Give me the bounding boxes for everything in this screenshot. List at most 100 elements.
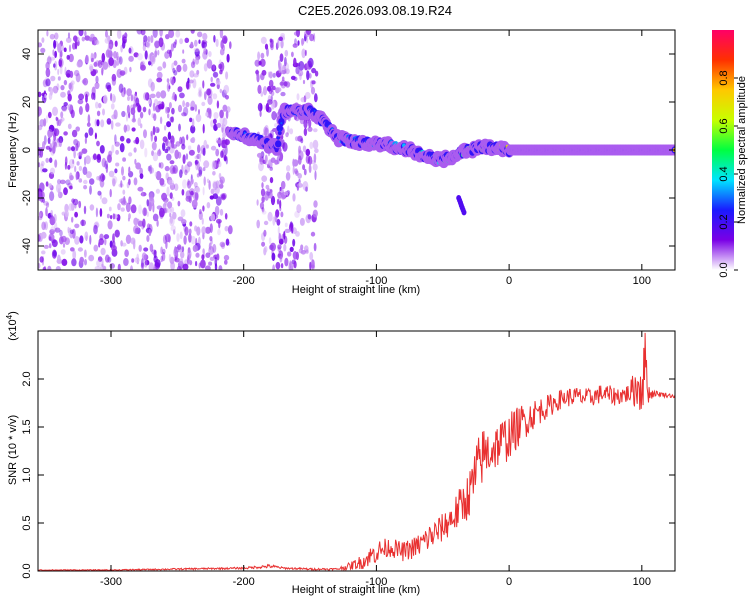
noise-speckle: [180, 250, 185, 259]
noise-speckle: [210, 145, 217, 151]
noise-speckle: [95, 101, 99, 109]
noise-speckle: [89, 65, 94, 72]
noise-speckle: [181, 58, 186, 64]
noise-speckle: [185, 153, 189, 160]
noise-speckle: [58, 59, 63, 65]
noise-speckle: [175, 30, 181, 38]
noise-speckle: [92, 53, 96, 60]
noise-speckle: [187, 161, 193, 167]
noise-speckle: [181, 112, 187, 117]
noise-speckle: [216, 253, 220, 261]
noise-speckle: [81, 148, 88, 154]
noise-speckle: [268, 79, 274, 88]
noise-speckle: [215, 80, 221, 86]
noise-speckle: [93, 224, 98, 235]
noise-speckle: [114, 168, 118, 174]
noise-speckle: [92, 153, 97, 160]
noise-speckle: [100, 263, 105, 270]
noise-speckle: [71, 129, 78, 138]
noise-speckle: [283, 191, 289, 196]
colorbar-tick-label: 0.8: [718, 70, 730, 85]
noise-speckle: [154, 135, 158, 142]
noise-speckle: [305, 148, 311, 156]
noise-speckle: [181, 136, 186, 147]
noise-speckle: [77, 247, 83, 252]
noise-speckle: [219, 109, 224, 119]
noise-speckle: [151, 249, 157, 255]
noise-speckle: [297, 69, 304, 77]
noise-speckle: [142, 44, 146, 52]
noise-speckle: [114, 134, 117, 144]
noise-speckle: [39, 182, 45, 192]
noise-speckle: [126, 88, 132, 97]
noise-speckle: [219, 48, 225, 56]
noise-speckle: [298, 248, 304, 254]
noise-speckle: [115, 149, 119, 155]
noise-speckle: [54, 60, 58, 71]
noise-speckle: [311, 67, 317, 74]
noise-speckle: [170, 206, 175, 214]
spectrogram-x-ticks: -300 -200 -100 0 100: [100, 30, 651, 287]
noise-speckle: [189, 188, 195, 196]
x-tick-label: -100: [365, 275, 387, 287]
noise-speckle: [277, 194, 282, 200]
noise-speckle: [277, 226, 280, 235]
noise-speckle: [44, 221, 48, 231]
noise-speckle: [69, 232, 73, 239]
noise-speckle: [201, 226, 207, 235]
noise-speckle: [192, 244, 198, 252]
noise-speckle: [279, 199, 282, 209]
noise-speckle: [311, 259, 315, 269]
noise-speckle: [202, 205, 205, 212]
noise-speckle: [160, 90, 167, 99]
noise-speckle: [173, 60, 178, 66]
noise-speckle: [69, 70, 74, 78]
noise-speckle: [60, 91, 66, 98]
noise-speckle: [108, 170, 115, 178]
noise-speckle: [179, 136, 183, 145]
noise-speckle: [78, 106, 83, 115]
noise-speckle: [121, 166, 124, 176]
noise-speckle: [55, 116, 58, 121]
noise-speckle: [58, 187, 60, 198]
noise-speckle: [219, 30, 224, 39]
noise-speckle: [45, 202, 50, 208]
noise-speckle: [272, 85, 276, 91]
noise-speckle: [260, 52, 265, 59]
noise-speckle: [194, 191, 199, 202]
noise-speckle: [95, 75, 99, 84]
snr-y-ticks: 0.0 0.5 1.0 1.5 2.0: [21, 371, 675, 579]
noise-speckle: [122, 157, 126, 162]
noise-speckle: [270, 195, 276, 206]
noise-speckle: [261, 210, 267, 215]
noise-speckle: [225, 71, 229, 80]
noise-speckle: [266, 191, 271, 196]
noise-speckle: [212, 71, 219, 78]
noise-speckle: [110, 215, 113, 220]
noise-speckle: [195, 252, 200, 258]
noise-speckle: [271, 111, 277, 121]
noise-speckle: [184, 169, 188, 176]
noise-speckle: [198, 236, 201, 246]
noise-speckle: [119, 135, 125, 142]
noise-speckle: [38, 106, 42, 116]
noise-speckle: [311, 80, 316, 85]
noise-speckle: [57, 43, 62, 53]
noise-speckle: [72, 198, 79, 206]
noise-speckle: [54, 50, 57, 59]
noise-speckle: [156, 77, 163, 83]
noise-speckle: [226, 106, 231, 113]
noise-speckle: [130, 107, 136, 115]
noise-speckle: [143, 35, 148, 43]
noise-speckle: [83, 179, 88, 185]
noise-speckle: [75, 73, 81, 83]
noise-speckle: [210, 82, 216, 87]
noise-speckle: [67, 93, 72, 102]
noise-speckle: [196, 226, 201, 236]
noise-speckle: [288, 262, 294, 270]
noise-speckle: [63, 131, 68, 136]
noise-speckle: [96, 110, 101, 117]
noise-speckle: [85, 102, 90, 113]
noise-speckle: [117, 263, 121, 270]
noise-speckle: [227, 225, 233, 235]
